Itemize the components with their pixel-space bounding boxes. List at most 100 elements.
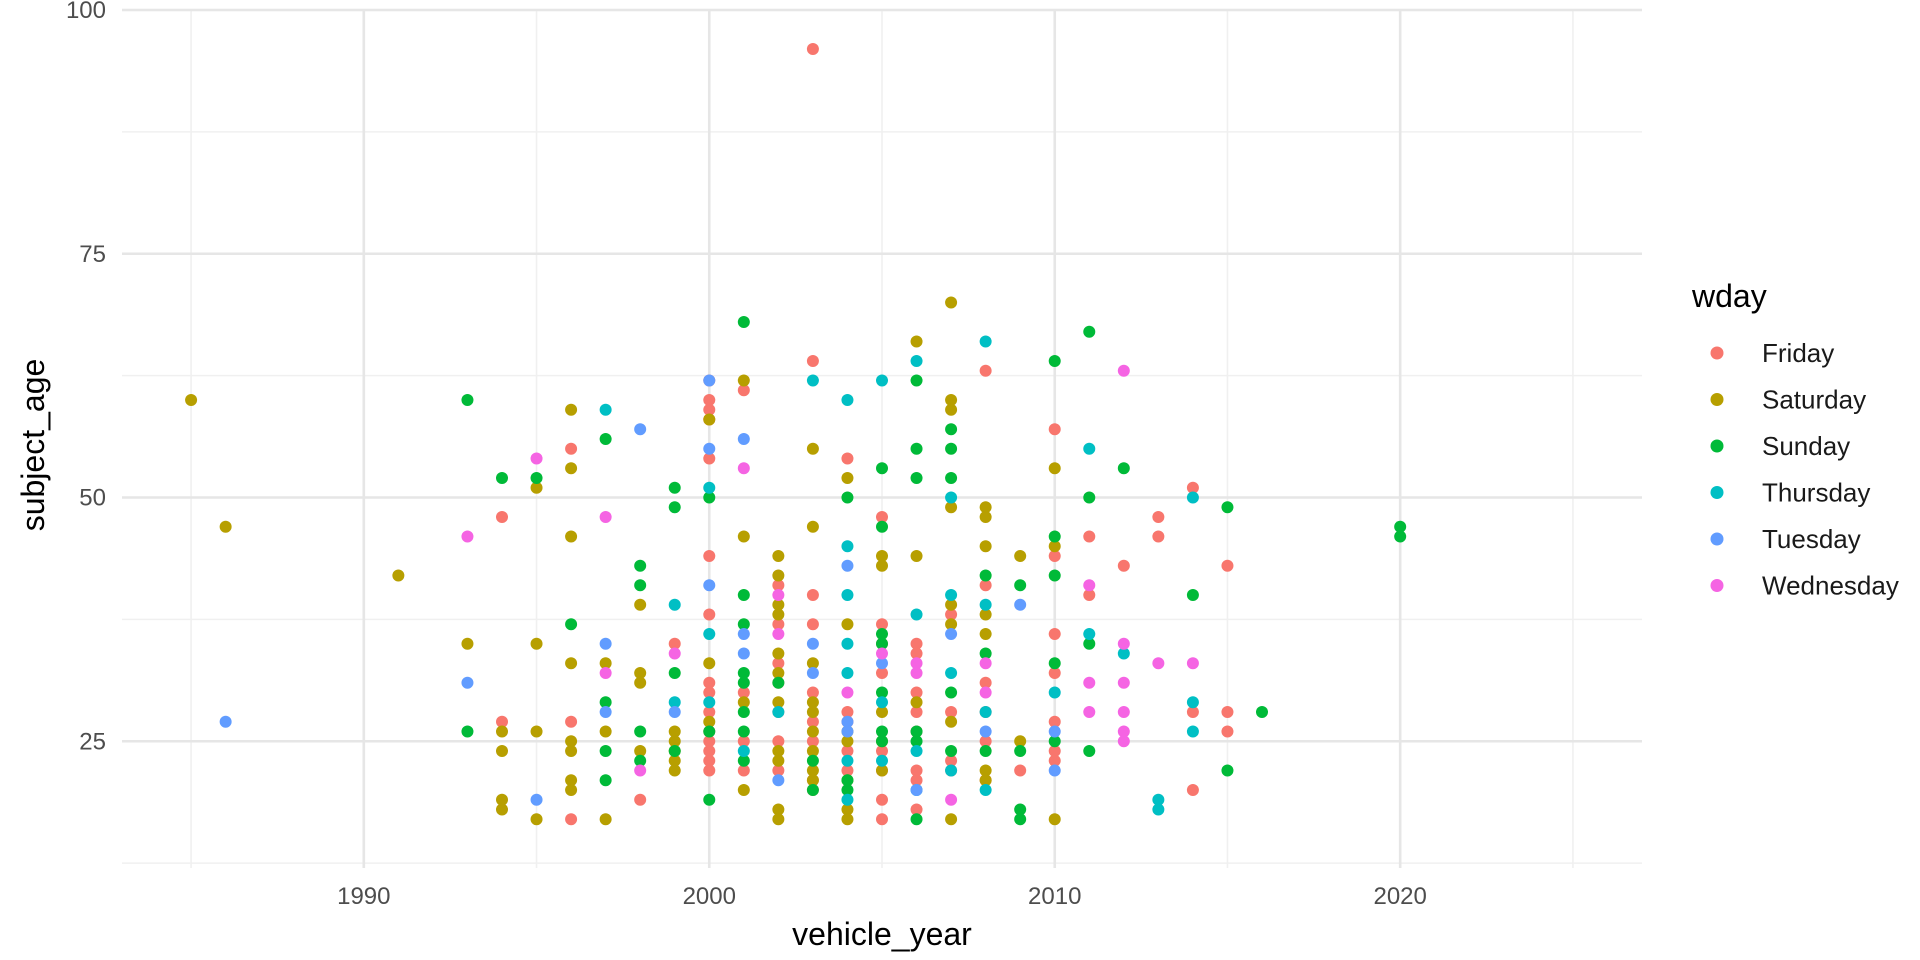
data-point (876, 657, 888, 670)
data-point (668, 725, 681, 738)
data-point (1256, 706, 1268, 718)
data-point (1048, 540, 1061, 553)
data-point (1152, 793, 1165, 806)
data-point (806, 618, 819, 631)
data-point (599, 813, 612, 826)
data-point (703, 764, 716, 777)
data-point (772, 754, 785, 767)
data-point (1014, 764, 1027, 777)
data-point (737, 618, 750, 631)
data-point (910, 784, 923, 796)
data-point (1117, 364, 1130, 377)
data-point (219, 520, 232, 533)
data-point (876, 725, 888, 738)
data-point (703, 394, 716, 406)
data-point (703, 608, 716, 621)
y-tick-label: 75 (79, 241, 106, 268)
data-point (910, 813, 923, 826)
data-point (772, 598, 785, 611)
data-point (876, 754, 888, 767)
data-point (668, 754, 681, 767)
data-point (979, 628, 992, 640)
data-point (599, 433, 612, 445)
data-point (772, 657, 785, 670)
data-point (737, 667, 750, 679)
data-point (772, 589, 785, 601)
data-point (945, 501, 958, 514)
data-point (1048, 462, 1061, 475)
legend-item: Friday (1710, 338, 1834, 368)
data-point (1083, 637, 1096, 650)
data-point (910, 335, 923, 348)
data-point (876, 637, 888, 650)
data-point (876, 520, 888, 533)
data-point (565, 735, 578, 748)
data-point (945, 589, 958, 601)
data-point (910, 735, 923, 748)
data-point (737, 696, 750, 709)
data-point (565, 657, 578, 670)
data-point (1186, 706, 1199, 718)
data-point (1048, 530, 1061, 543)
data-point (703, 413, 716, 426)
data-point (876, 374, 888, 387)
data-point (668, 764, 681, 777)
data-point (737, 647, 750, 660)
data-point (806, 589, 819, 601)
data-point (668, 745, 681, 757)
data-point (530, 472, 543, 484)
data-point (703, 745, 716, 757)
data-point (530, 793, 543, 806)
data-point (772, 706, 785, 718)
data-point (806, 43, 819, 55)
legend-item: Sunday (1710, 431, 1850, 461)
data-point (1117, 676, 1130, 689)
data-point (945, 608, 958, 621)
data-point (772, 774, 785, 787)
legend-key (1710, 486, 1724, 499)
data-point (1394, 520, 1407, 533)
data-point (703, 403, 716, 416)
data-point (841, 472, 854, 484)
data-point (841, 784, 854, 796)
data-point (772, 667, 785, 679)
data-point (1221, 501, 1234, 514)
data-point (1048, 754, 1061, 767)
data-point (772, 569, 785, 582)
data-point (841, 589, 854, 601)
data-point (945, 706, 958, 718)
data-point (806, 696, 819, 709)
data-point (1186, 784, 1199, 796)
data-point (1048, 715, 1061, 728)
legend-item: Tuesday (1710, 524, 1861, 554)
data-point (634, 667, 647, 679)
data-point (945, 686, 958, 699)
data-point (634, 754, 647, 767)
data-point (703, 657, 716, 670)
data-point (599, 745, 612, 757)
data-point (496, 472, 508, 484)
data-point (876, 559, 888, 572)
data-point (737, 706, 750, 718)
data-point (668, 647, 681, 660)
data-point (979, 745, 992, 757)
data-point (979, 511, 992, 523)
data-point (945, 754, 958, 767)
data-point (772, 735, 785, 748)
legend-item: Wednesday (1710, 571, 1899, 601)
data-point (945, 423, 958, 436)
data-point (945, 472, 958, 484)
data-point (1221, 725, 1234, 738)
data-point (945, 403, 958, 416)
data-point (703, 579, 716, 592)
data-point (1048, 725, 1061, 738)
data-point (1048, 628, 1061, 640)
x-tick-label: 2020 (1373, 883, 1426, 910)
data-point (634, 579, 647, 592)
data-point (1048, 735, 1061, 748)
data-point (772, 550, 785, 562)
data-point (565, 784, 578, 796)
data-point (461, 394, 474, 406)
data-point (806, 374, 819, 387)
data-point (1014, 813, 1027, 826)
